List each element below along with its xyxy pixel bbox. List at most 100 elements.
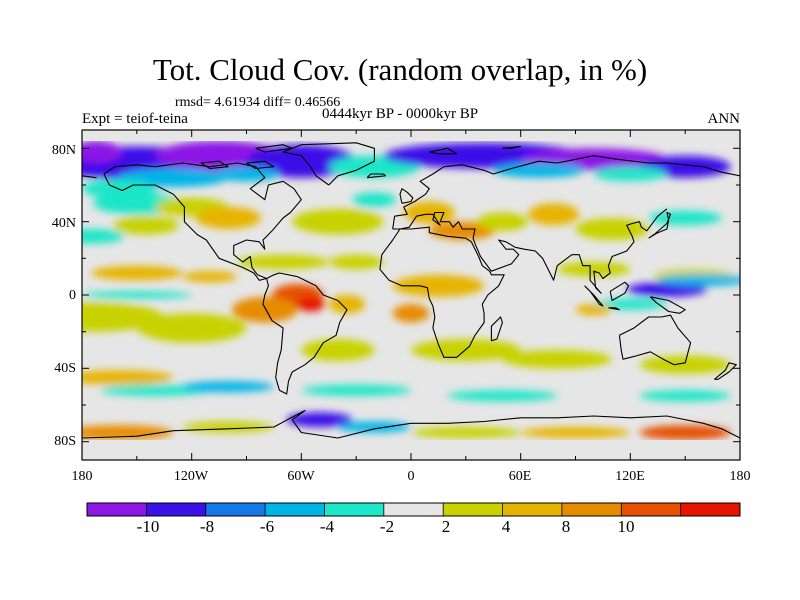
coastlines [82,142,740,439]
lon-tick-label: 120W [173,469,209,484]
colorbar-label: -4 [319,517,335,536]
coastline [392,155,740,230]
cloud-anomaly-patch [82,291,192,299]
colorbar-label: -10 [136,517,160,536]
coastline [399,188,414,204]
coastline [648,211,672,239]
cloud-anomaly-patch [286,412,353,428]
coastline [200,160,229,170]
coastline [618,314,692,366]
colorbar [86,502,741,517]
cloud-anomaly-patch [520,427,631,438]
colorbar-swatch [561,503,622,516]
lat-tick-label: 40N [51,216,76,231]
lat-tick-label: 80N [51,143,76,158]
cloud-anomaly-patch [182,381,274,393]
cloud-anomaly-patch [657,274,740,286]
colorbar-label: 10 [617,517,635,536]
cloud-anomaly-patch [182,271,238,283]
colorbar-swatch [383,503,444,516]
stats-line: rmsd= 4.61934 diff= 0.46566 [175,95,341,110]
cloud-anomaly-patch [392,274,485,297]
colorbar-label: 2 [441,517,451,536]
colorbar-label: 8 [561,517,571,536]
colorbar-swatch [205,503,266,516]
coastline [609,281,630,302]
cloud-anomaly-patch [411,427,521,438]
cloud-anomaly-patch [100,384,210,396]
coastline [584,285,604,307]
cloud-anomaly-patch [575,304,613,316]
cloud-anomaly-patch [575,218,649,240]
colorbar-swatch [265,503,325,516]
cloud-anomaly-patch [352,192,397,207]
cloud-anomaly-patch [231,296,298,323]
colorbar-label: 4 [501,517,511,536]
coastline [282,142,375,186]
colorbar-swatch [443,503,503,516]
period-label: 0444kyr BP - 0000kyr BP [322,106,479,122]
cloud-anomaly-patch [639,390,731,402]
colorbar-swatch [146,503,207,516]
cloud-anomaly-patch [639,355,731,374]
cloud-anomaly-patch [557,262,631,277]
experiment-label: Expt = teiof-teina [82,111,188,127]
map-title: Tot. Cloud Cov. (random overlap, in %) [152,52,648,87]
cloud-anomaly-patch [528,203,580,226]
cloud-anomaly-patch [82,425,174,440]
cloud-anomaly-patch [593,298,667,310]
lon-tick-label: 180 [71,469,93,484]
coastline [650,296,686,314]
cloud-anomaly-patch [328,254,384,270]
lon-tick-label: 60E [508,469,532,484]
coastline [490,316,503,342]
cloud-anomaly-patch [91,265,183,281]
cloud-field [82,141,740,440]
cloud-anomaly-patch [626,282,708,297]
colorbar-outline [86,502,741,517]
lon-tick-label: 120E [615,469,645,484]
coastline [502,145,522,149]
map-ticks [81,130,741,460]
coastline [379,226,505,358]
cloud-anomaly-patch [82,229,124,244]
lat-tick-label: 40S [54,361,76,376]
colorbar-swatch [324,503,385,516]
coastline [82,409,740,439]
coastline [366,173,386,179]
coastline [246,160,275,170]
cloud-anomaly-patch [301,384,412,396]
cloud-anomaly-patch [476,212,528,231]
lon-tick-label: 0 [407,469,415,484]
coastline [262,272,348,395]
cloud-anomaly-patch [213,166,280,182]
colorbar-label: -8 [199,517,215,536]
colorbar-swatch [680,503,741,516]
cloud-anomaly-patch [118,168,229,187]
cloud-anomaly-patch [648,210,722,226]
coastline [103,162,302,281]
cloud-anomaly-patch [195,207,262,229]
cloud-anomaly-patch [593,166,667,182]
colorbar-swatch [502,503,563,516]
colorbar-label: -6 [259,517,275,536]
cloud-anomaly-patch [113,216,179,235]
cloud-anomaly-patch [295,296,326,312]
lat-tick-label: 80S [54,434,76,449]
cloud-anomaly-patch [237,254,329,270]
lon-tick-label: 60W [287,469,315,484]
coastline [429,147,458,155]
coastline [255,144,293,153]
cloud-anomaly-patch [82,370,174,385]
cloud-anomaly-patch [392,304,430,323]
cloud-anomaly-patch [493,163,585,178]
cloud-anomaly-patch [328,295,366,314]
lon-tick-label: 180 [729,469,751,484]
cloud-anomaly-patch [337,421,411,433]
coastline [392,208,668,294]
cloud-anomaly-patch [246,144,357,178]
cloud-anomaly-patch [403,201,455,224]
season-label: ANN [707,111,741,127]
cloud-anomaly-patch [502,350,612,369]
